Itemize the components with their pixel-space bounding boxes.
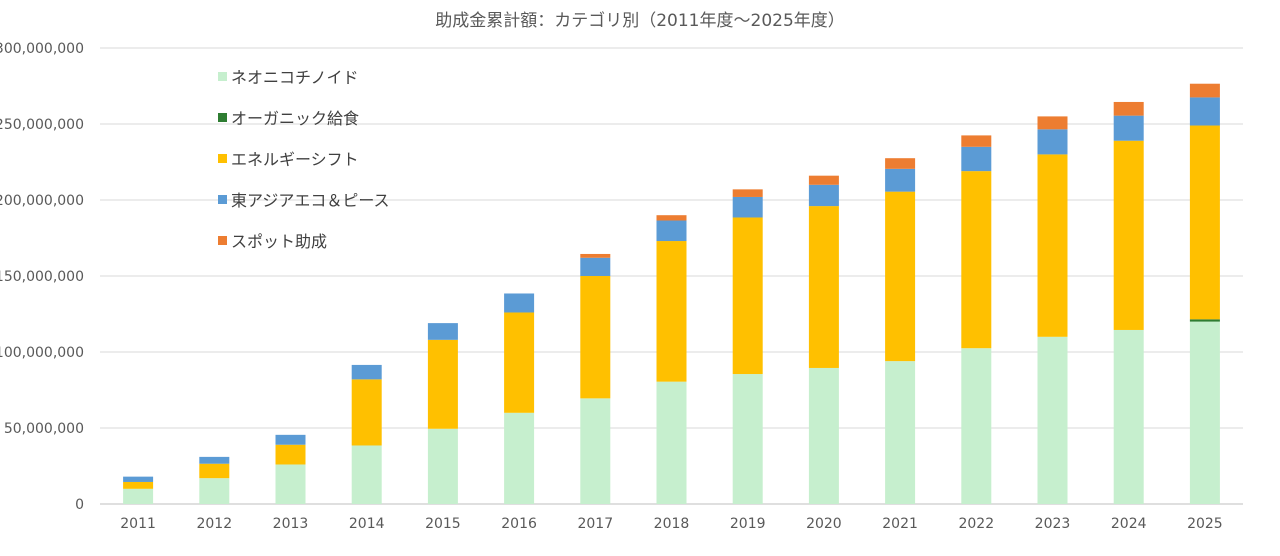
legend-swatch <box>218 72 227 81</box>
x-tick-label: 2016 <box>501 516 537 532</box>
bar-segment-2014-series-0 <box>351 445 382 504</box>
bar-segment-2013-series-3 <box>275 434 306 445</box>
bars <box>123 83 1220 504</box>
bar-segment-2017-series-0 <box>580 398 611 504</box>
bar-segment-2024-series-2 <box>1113 140 1144 330</box>
bar-segment-2021-series-3 <box>885 168 916 192</box>
bar-segment-2018-series-2 <box>656 241 687 382</box>
bar-segment-2025-series-4 <box>1189 83 1220 98</box>
x-axis-ticks: 2011 2012 2013 2014 2015 2016 2017 2018 2019 2020… <box>120 516 1222 532</box>
bar-segment-2012-series-2 <box>199 463 230 479</box>
bar-segment-2015-series-2 <box>427 339 458 429</box>
bar-segment-2023-series-3 <box>1037 129 1068 155</box>
x-tick-label: 2019 <box>730 516 766 532</box>
y-tick-label: 300,000,000 <box>0 41 84 57</box>
bar-segment-2022-series-0 <box>961 348 992 504</box>
bar-segment-2015-series-3 <box>427 323 458 340</box>
bar-segment-2014-series-2 <box>351 379 382 446</box>
x-tick-label: 2022 <box>958 516 994 532</box>
y-tick-label: 100,000,000 <box>0 345 84 361</box>
bar-segment-2022-series-3 <box>961 146 992 172</box>
y-tick-label: 200,000,000 <box>0 193 84 209</box>
x-tick-label: 2013 <box>273 516 309 532</box>
bar-segment-2017-series-4 <box>580 253 611 258</box>
bar-segment-2022-series-2 <box>961 171 992 349</box>
bar-segment-2025-series-0 <box>1189 321 1220 504</box>
bar-segment-2016-series-2 <box>504 312 535 413</box>
legend-swatch <box>218 195 227 204</box>
bar-segment-2017-series-3 <box>580 257 611 276</box>
bar-segment-2025-series-2 <box>1189 125 1220 320</box>
y-tick-label: 0 <box>75 497 84 513</box>
legend-label: ネオニコチノイド <box>231 68 359 87</box>
legend-swatch <box>218 113 227 122</box>
x-tick-label: 2024 <box>1111 516 1147 532</box>
bar-segment-2016-series-3 <box>504 293 535 313</box>
bar-segment-2011-series-0 <box>123 488 154 504</box>
x-tick-label: 2023 <box>1035 516 1071 532</box>
bar-segment-2013-series-2 <box>275 444 306 465</box>
bar-segment-2020-series-4 <box>808 175 839 185</box>
bar-segment-2024-series-4 <box>1113 101 1144 116</box>
bar-segment-2019-series-0 <box>732 374 763 504</box>
y-tick-label: 250,000,000 <box>0 117 84 133</box>
bar-segment-2017-series-2 <box>580 276 611 399</box>
legend-swatch <box>218 154 227 163</box>
bar-segment-2016-series-0 <box>504 412 535 504</box>
bar-segment-2012-series-0 <box>199 478 230 504</box>
x-tick-label: 2012 <box>196 516 232 532</box>
x-tick-label: 2020 <box>806 516 842 532</box>
legend-label: スポット助成 <box>231 232 327 251</box>
x-tick-label: 2021 <box>882 516 918 532</box>
bar-segment-2018-series-3 <box>656 220 687 242</box>
legend-label: オーガニック給食 <box>231 109 359 128</box>
y-axis-ticks: 0 50,000,000 100,000,000 150,000,000 200,000… <box>0 41 84 513</box>
bar-segment-2011-series-3 <box>123 476 154 482</box>
bar-segment-2018-series-4 <box>656 215 687 221</box>
bar-segment-2020-series-3 <box>808 184 839 207</box>
bar-segment-2011-series-2 <box>123 481 154 489</box>
bar-segment-2024-series-3 <box>1113 115 1144 141</box>
bar-segment-2015-series-0 <box>427 428 458 504</box>
bar-segment-2019-series-3 <box>732 196 763 218</box>
bar-segment-2021-series-4 <box>885 158 916 169</box>
bar-segment-2012-series-3 <box>199 456 230 464</box>
x-tick-label: 2014 <box>349 516 385 532</box>
x-tick-label: 2018 <box>654 516 690 532</box>
legend-swatch <box>218 236 227 245</box>
bar-segment-2020-series-0 <box>808 367 839 504</box>
bar-segment-2020-series-2 <box>808 206 839 368</box>
bar-segment-2024-series-0 <box>1113 329 1144 504</box>
bar-segment-2013-series-0 <box>275 464 306 504</box>
x-tick-label: 2015 <box>425 516 461 532</box>
y-tick-label: 50,000,000 <box>4 421 84 437</box>
bar-segment-2023-series-0 <box>1037 336 1068 504</box>
x-tick-label: 2011 <box>120 516 156 532</box>
legend-label: 東アジアエコ＆ピース <box>231 191 390 210</box>
bar-segment-2014-series-3 <box>351 364 382 380</box>
bar-segment-2023-series-2 <box>1037 154 1068 337</box>
bar-segment-2019-series-4 <box>732 189 763 197</box>
bar-segment-2021-series-0 <box>885 361 916 504</box>
bar-segment-2021-series-2 <box>885 191 916 362</box>
chart-title: 助成金累計額：カテゴリ別（2011年度～2025年度） <box>435 10 845 31</box>
x-tick-label: 2017 <box>577 516 613 532</box>
bar-segment-2025-series-1 <box>1189 319 1220 322</box>
bar-segment-2018-series-0 <box>656 381 687 504</box>
bar-segment-2023-series-4 <box>1037 116 1068 130</box>
x-tick-label: 2025 <box>1187 516 1223 532</box>
y-tick-label: 150,000,000 <box>0 269 84 285</box>
legend-label: エネルギーシフト <box>231 150 359 169</box>
bar-segment-2022-series-4 <box>961 135 992 147</box>
bar-segment-2019-series-2 <box>732 217 763 375</box>
bar-segment-2025-series-3 <box>1189 97 1220 126</box>
